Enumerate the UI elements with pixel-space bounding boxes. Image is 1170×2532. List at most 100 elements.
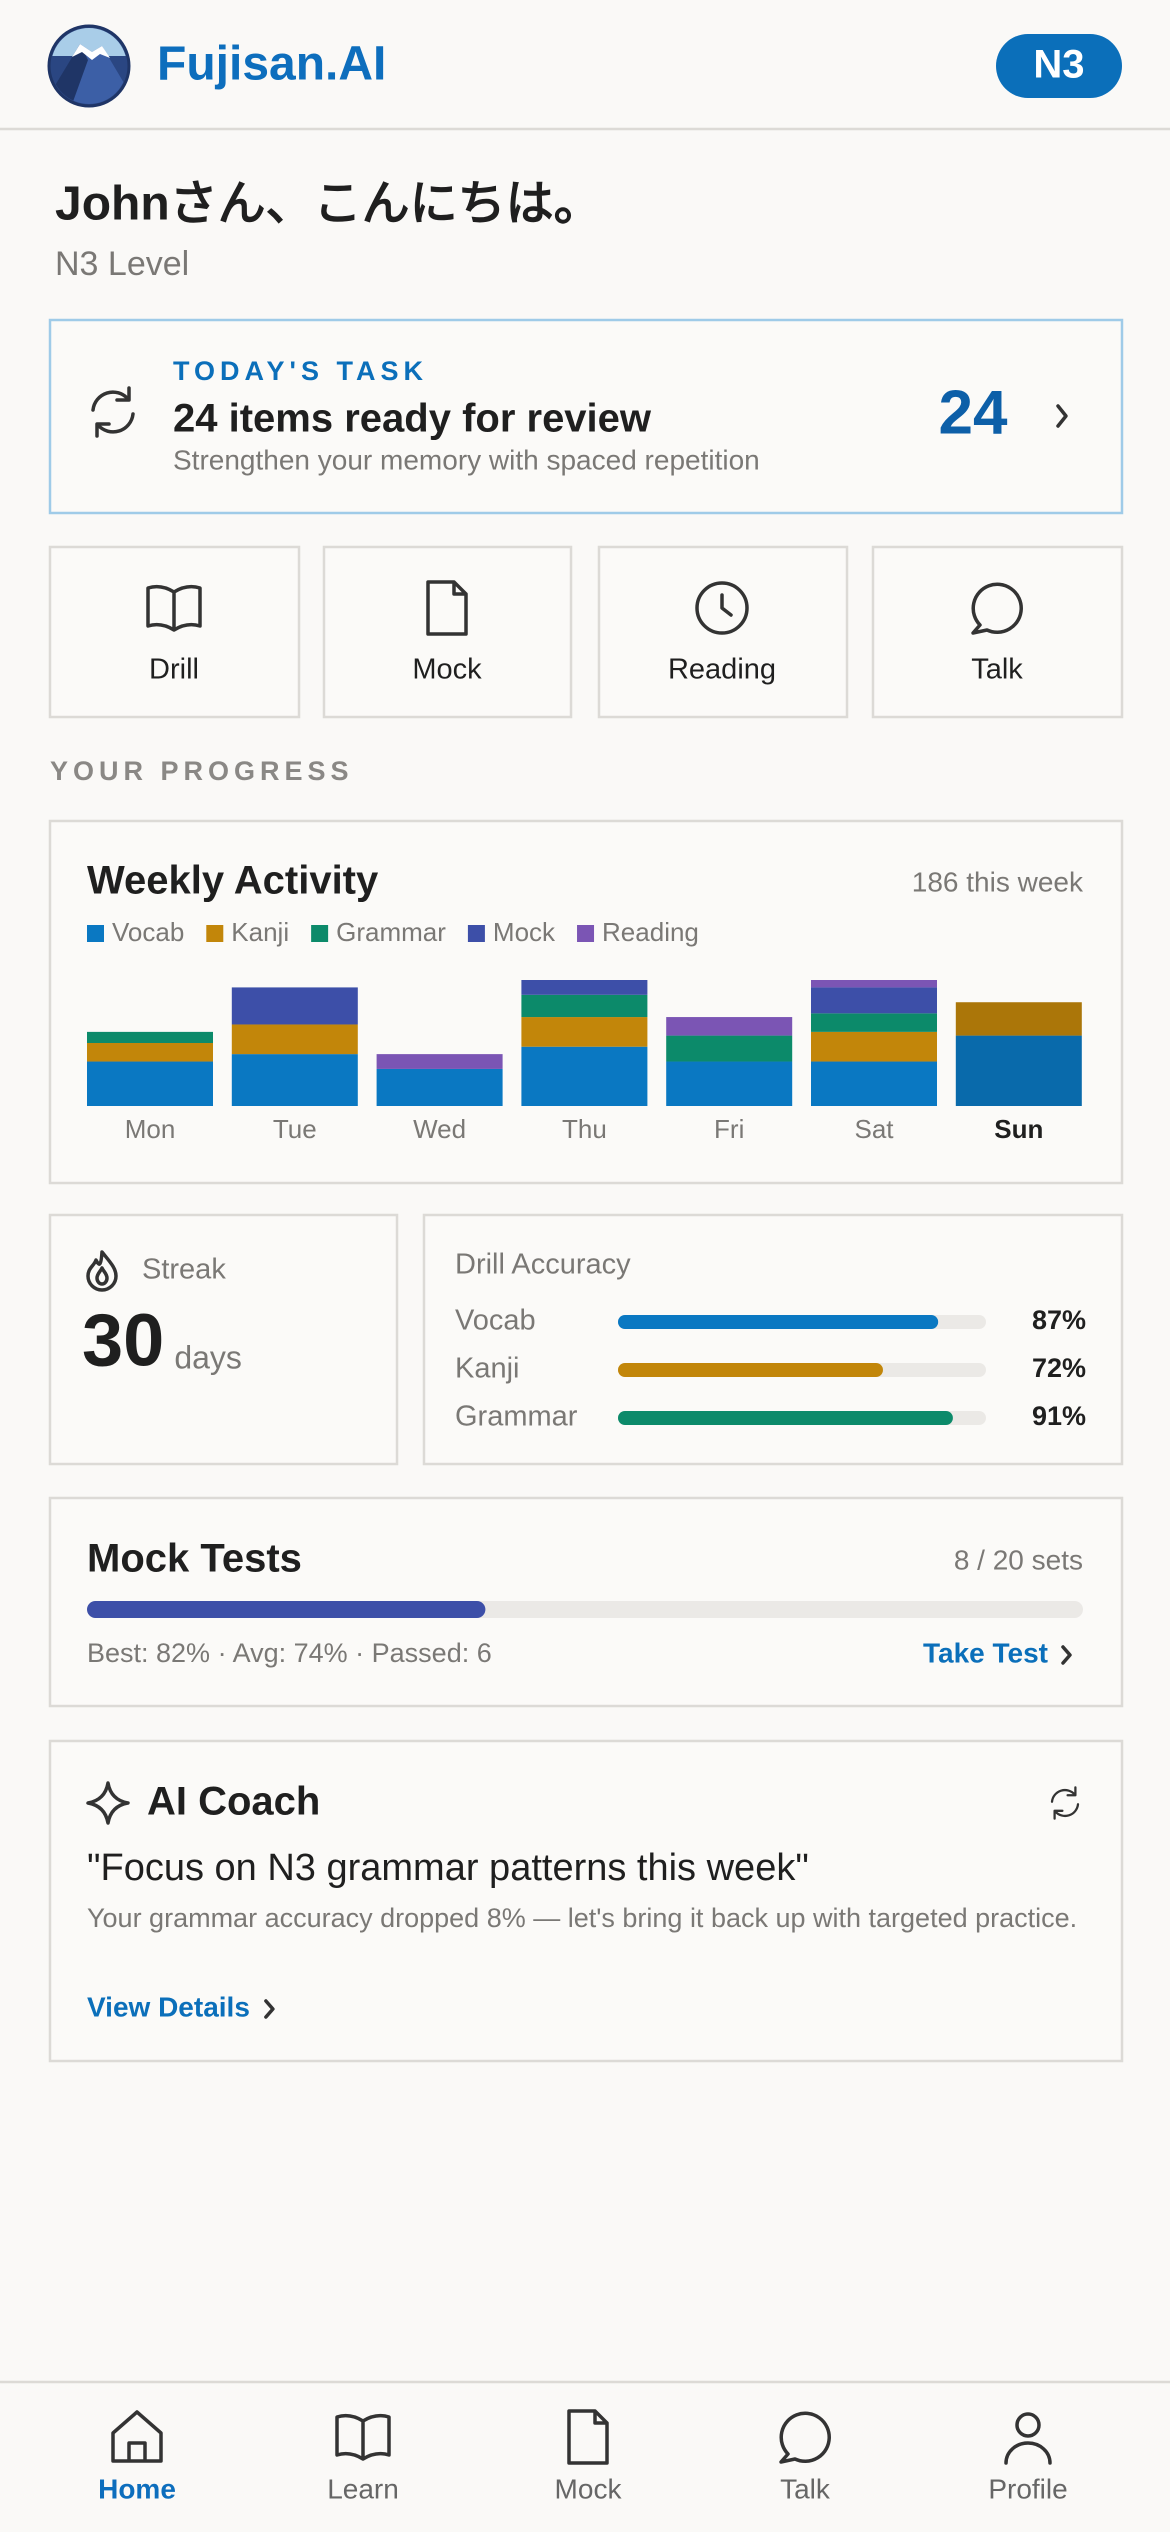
clock-hands [720,593,733,617]
legend-label: Mock [493,917,556,947]
action-reading[interactable]: Reading [597,545,849,719]
view-details[interactable]: View Details [87,1991,275,2022]
badge-label[interactable]: N3 [1033,43,1084,87]
view-details-label[interactable]: View Details [87,1991,250,2022]
brand-name: Fujisan.AI [157,38,386,91]
take-test-label[interactable]: Take Test [923,1637,1048,1668]
mock-sets: 8 / 20 sets [954,1544,1083,1575]
task-count: 24 [939,378,1008,447]
bar-segment [666,1061,793,1106]
book-icon [146,584,202,632]
bar-segment [521,994,648,1018]
legend-label: Reading [602,917,699,947]
logo-snow [72,44,110,60]
bar-segment [376,1054,503,1069]
chart-title: Weekly Activity [87,859,379,903]
nav-learn[interactable]: Learn [327,2413,399,2505]
mock-stats: Best: 82% · Avg: 74% · Passed: 6 [87,1638,492,1668]
bars: Mon Tue Wed Thu Fri Sat Sun [87,980,1082,1144]
chat-icon [971,582,1023,635]
nav-home[interactable]: Home [98,2410,176,2504]
task-card[interactable]: TODAY'S TASK 24 items ready for review S… [48,318,1124,515]
bar-segment [955,1002,1082,1036]
logo [47,24,131,108]
home-icon[interactable] [111,2410,163,2463]
chart-subtitle: 186 this week [912,866,1084,897]
accuracy-value: 91% [1032,1401,1086,1431]
legend: Vocab Kanji Grammar Mock Reading [87,917,699,947]
bar-segment [521,1017,648,1047]
legend-label: Kanji [231,917,289,947]
bar-segment [955,1035,1082,1106]
legend-swatch [311,925,329,942]
legend-label: Vocab [112,917,184,947]
accuracy-label: Kanji [455,1353,520,1385]
talk-icon[interactable] [779,2411,831,2464]
bar-segment [811,987,937,1014]
profile-icon[interactable] [1004,2412,1052,2465]
coach-refresh[interactable] [1050,1786,1080,1820]
bar-segment [666,1035,793,1062]
x-tick-label: Sun [994,1114,1043,1144]
learn-icon[interactable] [335,2413,391,2461]
streak-unit: days [174,1339,242,1375]
action-mock[interactable]: Mock [322,545,573,719]
task-eyebrow: TODAY'S TASK [173,356,428,386]
take-test[interactable]: Take Test [923,1637,1072,1668]
badge-pill[interactable] [996,34,1122,98]
mock-title: Mock Tests [87,1537,302,1581]
logo-ring [47,24,131,108]
coach-refresh-icon[interactable] [1050,1786,1080,1820]
nav-label[interactable]: Home [98,2473,176,2504]
nav-profile[interactable]: Profile [988,2412,1068,2504]
streak-label: Streak [142,1254,226,1286]
legend-swatch [467,925,485,942]
refresh-icon [91,386,135,438]
take-test-chevron [1061,1645,1072,1665]
action-drill[interactable]: Drill [48,545,301,719]
accuracy-bar [618,1315,939,1329]
x-tick-label: Tue [273,1114,317,1144]
task-card-frame[interactable] [48,318,1124,515]
flame-icon [86,1250,118,1292]
bar-segment [811,1061,937,1106]
action-card[interactable] [322,545,573,719]
greeting-subtitle: N3 Level [55,245,189,283]
nav-talk[interactable]: Talk [779,2411,831,2504]
task-chevron [1056,404,1068,428]
nav-mock[interactable]: Mock [555,2409,623,2504]
bar-segment [87,1061,213,1106]
bar-segment [666,1017,793,1036]
accuracy-label: Grammar [455,1401,578,1433]
bar-segment [87,1043,213,1062]
document-icon [426,580,468,636]
nav-label[interactable]: Talk [780,2473,831,2504]
coach-title: AI Coach [147,1780,320,1824]
bar-segment [231,987,358,1025]
accuracy-bars: Vocab 87% Kanji 72% Grammar 91% [455,1305,1086,1433]
mock-icon[interactable] [567,2409,609,2465]
nav-label[interactable]: Profile [988,2473,1067,2504]
level-badge[interactable]: N3 [996,34,1122,98]
nav-label[interactable]: Mock [555,2473,623,2504]
accuracy-value: 87% [1032,1305,1086,1335]
view-details-chevron [264,1999,275,2019]
action-label: Drill [149,654,199,686]
x-tick-label: Thu [562,1114,607,1144]
bar-segment [521,1046,648,1106]
sparkle-icon [86,1781,130,1825]
action-label: Reading [668,654,776,686]
coach-message-box: Your grammar accuracy dropped 8% — let's… [87,1903,1077,1933]
action-card[interactable] [48,545,301,719]
accuracy-title: Drill Accuracy [455,1249,631,1281]
section-heading: YOUR PROGRESS [50,756,354,786]
accuracy-bar [618,1363,883,1377]
task-subtitle: Strengthen your memory with spaced repet… [173,444,760,475]
x-tick-label: Fri [714,1114,744,1144]
action-talk[interactable]: Talk [871,545,1124,719]
x-tick-label: Mon [125,1114,176,1144]
legend-label: Grammar [336,917,446,947]
nav-label[interactable]: Learn [327,2473,399,2504]
